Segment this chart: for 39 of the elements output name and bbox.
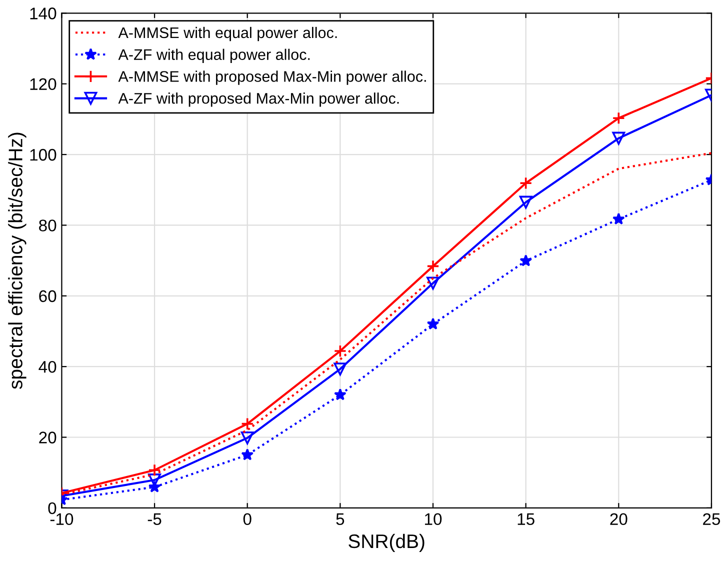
legend-label: A-ZF with proposed Max-Min power alloc. <box>118 92 399 107</box>
x-tick-label: 25 <box>703 513 720 526</box>
point <box>520 254 532 266</box>
y-tick-label: 60 <box>39 290 56 302</box>
point <box>241 448 254 460</box>
point <box>612 112 626 125</box>
x-axis-title: SNR(dB) <box>348 534 424 552</box>
y-tick-label: 40 <box>38 360 56 373</box>
y-tick-label: 140 <box>30 8 56 20</box>
y-tick-label: 20 <box>39 432 56 444</box>
x-tick-label: 10 <box>425 513 442 526</box>
point <box>334 344 347 358</box>
x-tick-label: 5 <box>336 513 344 526</box>
point <box>426 276 440 290</box>
legend-label: A-ZF with equal power alloc. <box>118 48 310 64</box>
point <box>240 432 254 444</box>
point <box>148 480 161 492</box>
y-tick-label: 120 <box>30 78 56 90</box>
point <box>519 196 532 209</box>
x-tick-label: 20 <box>610 513 628 526</box>
point <box>612 132 626 145</box>
y-axis-title: spectral efficiency (bit/sec/Hz) <box>8 132 26 389</box>
y-tick-label: 100 <box>30 148 56 161</box>
point <box>426 260 440 273</box>
point <box>148 464 161 477</box>
point <box>519 176 532 190</box>
x-tick-label: 15 <box>518 513 534 526</box>
legend-label: A-MMSE with equal power alloc. <box>118 26 337 42</box>
point <box>612 212 625 225</box>
x-tick-label: -10 <box>50 513 74 526</box>
x-tick-label: 0 <box>243 513 252 526</box>
legend-label: A-MMSE with proposed Max-Min power alloc. <box>118 70 426 85</box>
x-tick-label: -5 <box>148 513 162 526</box>
y-tick-label: 80 <box>39 220 56 232</box>
point <box>426 318 440 330</box>
y-tick-label: 0 <box>48 502 56 514</box>
point <box>334 362 347 376</box>
point <box>240 417 254 430</box>
point <box>334 388 346 400</box>
